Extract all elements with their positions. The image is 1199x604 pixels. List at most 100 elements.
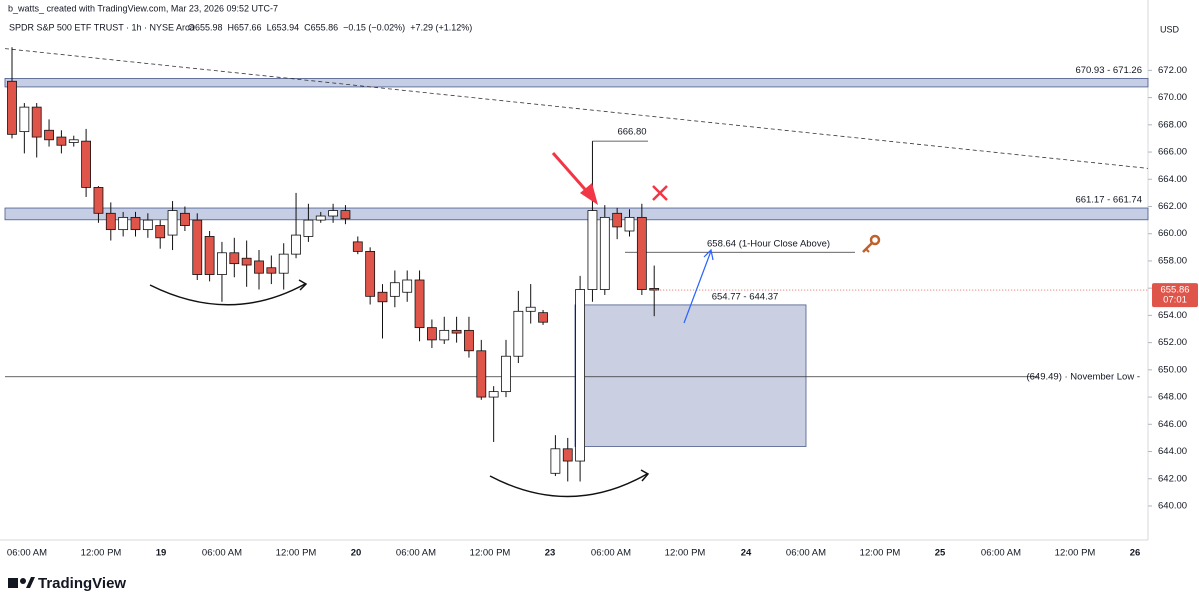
candle-body (488, 391, 499, 398)
candle-body (179, 212, 190, 226)
candle-body (278, 253, 289, 274)
candle-body (439, 329, 450, 341)
candle-body (402, 279, 413, 293)
candle-body (68, 139, 79, 143)
curve-arrowhead (640, 469, 650, 482)
last-price-tag (1152, 283, 1198, 308)
candle-body (266, 267, 277, 274)
y-tick-label: 642.00 (1158, 473, 1187, 484)
candle-body (303, 219, 314, 237)
y-tick-label: 672.00 (1158, 65, 1187, 76)
x-tick-label: 06:00 AM (786, 548, 826, 559)
y-tick-label: 666.00 (1158, 147, 1187, 158)
y-tick-label: 648.00 (1158, 392, 1187, 403)
candle-body (204, 236, 215, 275)
y-tick-label: 660.00 (1158, 228, 1187, 239)
zone (4, 207, 1149, 221)
y-tick-label: 664.00 (1158, 174, 1187, 185)
candle-body (612, 212, 623, 228)
candle-body (352, 241, 363, 252)
last-price-timer: 07:01 (1163, 295, 1187, 306)
x-tick-label: 19 (156, 548, 167, 559)
y-tick-label: 644.00 (1158, 446, 1187, 457)
y-tick-label: 640.00 (1158, 500, 1187, 511)
ohlc-value: O655.98 (188, 22, 223, 32)
blue-arrow (683, 250, 712, 324)
y-tick-label: 646.00 (1158, 419, 1187, 430)
candle-body (340, 210, 351, 220)
zone (4, 78, 1149, 88)
symbol-title: SPDR S&P 500 ETF TRUST · 1h · NYSE Arca (9, 22, 195, 32)
red-arrowhead (580, 183, 598, 205)
candle-body (192, 219, 203, 275)
x-tick-label: 12:00 PM (276, 548, 317, 559)
candle-body (451, 329, 462, 334)
y-tick-label: 652.00 (1158, 337, 1187, 348)
curve-annotation (489, 473, 648, 498)
ohlc-value: C655.86 (304, 22, 338, 32)
curve-annotation (149, 283, 306, 306)
plot-area (4, 47, 1149, 482)
red-arrow (551, 152, 592, 196)
candle-body (241, 257, 252, 266)
x-tick-label: 06:00 AM (202, 548, 242, 559)
x-tick-label: 12:00 PM (665, 548, 706, 559)
candle-body (142, 219, 153, 231)
ohlc-value: H657.66 (228, 22, 262, 32)
ohlc-value: L653.94 (267, 22, 300, 32)
level-label: (649.49) · November Low - (1026, 371, 1140, 382)
candle-body (464, 329, 474, 352)
candle-body (44, 129, 54, 141)
zone-label: 661.17 - 661.74 (1075, 195, 1142, 206)
candle-body (377, 291, 388, 303)
x-tick-label: 20 (351, 548, 362, 559)
box-label: 654.77 - 644.37 (712, 291, 779, 302)
candle-body (538, 312, 548, 323)
brand-logo: TradingView (8, 575, 126, 592)
x-tick-label: 25 (935, 548, 946, 559)
candle-body (254, 260, 264, 274)
candle-body (575, 289, 585, 462)
x-tick-label: 06:00 AM (981, 548, 1021, 559)
key-icon (862, 234, 881, 253)
currency: USD (1160, 24, 1180, 34)
candle-body (93, 187, 104, 214)
candle-body (636, 216, 647, 290)
candle-body (328, 210, 339, 217)
candle-body (19, 106, 30, 133)
x-tick-label: 06:00 AM (396, 548, 436, 559)
x-tick-label: 12:00 PM (81, 548, 122, 559)
x-tick-label: 12:00 PM (470, 548, 511, 559)
candle-body (81, 140, 91, 188)
y-tick-label: 662.00 (1158, 201, 1187, 212)
candle-body (587, 210, 598, 290)
candle-body (389, 282, 400, 297)
x-tick-label: 06:00 AM (591, 548, 631, 559)
x-tick-label: 12:00 PM (860, 548, 901, 559)
brand: TradingView (38, 575, 126, 592)
candle-body (155, 225, 166, 239)
candle-body (167, 210, 178, 236)
curve-arrowhead (298, 279, 308, 291)
y-tick-label: 670.00 (1158, 92, 1187, 103)
blue-arrowhead (703, 248, 714, 261)
candle-body (118, 216, 129, 231)
x-tick-label: 06:00 AM (7, 548, 47, 559)
y-tick-label: 650.00 (1158, 364, 1187, 375)
candle-body (31, 106, 42, 138)
candle-body (624, 216, 635, 232)
candle-body (291, 234, 301, 255)
y-tick-label: 654.00 (1158, 310, 1187, 321)
candle-body (414, 279, 425, 329)
candle-body (365, 251, 376, 297)
trendline (4, 48, 1149, 169)
candle-body (105, 212, 116, 231)
candle-body (476, 350, 487, 398)
zone-label: 670.93 - 671.26 (1075, 65, 1142, 76)
ohlc-value: +7.29 (+1.12%) (410, 22, 472, 32)
candle-body (550, 448, 561, 474)
candle-body (501, 355, 511, 393)
candle-body (525, 306, 536, 312)
candle-body (599, 216, 610, 290)
